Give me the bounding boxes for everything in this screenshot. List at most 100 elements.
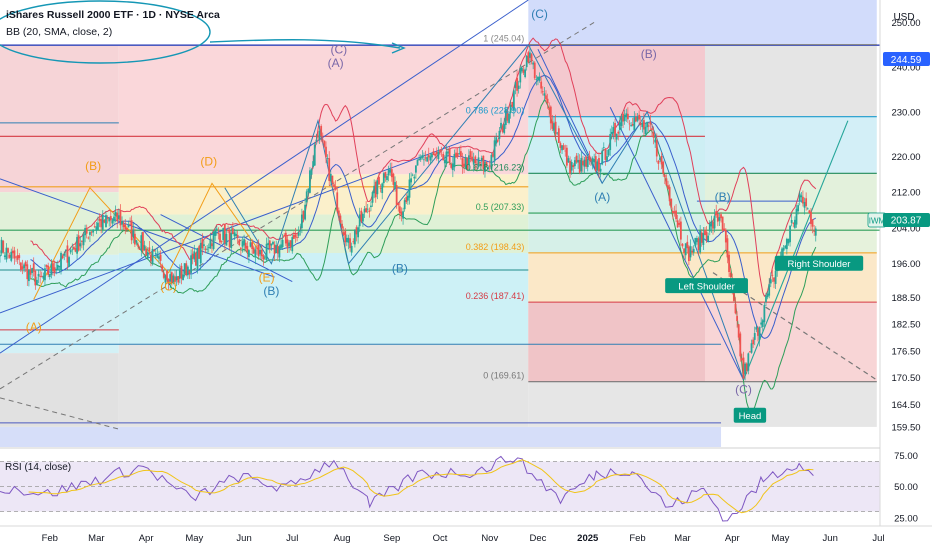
wave-label: (A) (594, 190, 610, 204)
candle-body (416, 159, 419, 166)
candle-body (15, 256, 17, 258)
candle-body (471, 156, 474, 161)
candle-body (297, 232, 300, 236)
candle-body (472, 159, 475, 165)
candle-body (675, 210, 677, 220)
candle-body (312, 161, 315, 168)
candle-body (712, 221, 714, 229)
candle-body (362, 213, 364, 222)
trend-line (0, 397, 119, 430)
zone-mid-grey (118, 344, 529, 427)
candle-body (736, 316, 738, 322)
candle-body (381, 183, 384, 194)
candle-body (557, 128, 560, 144)
candle-body (758, 327, 761, 341)
candle-body (652, 132, 655, 138)
candle-body (317, 135, 319, 138)
candle-body (684, 243, 687, 256)
candle-body (11, 250, 14, 254)
candle-body (500, 122, 502, 129)
candle-body (793, 219, 796, 228)
candle-body (386, 176, 388, 181)
candle-body (612, 127, 615, 134)
indicator-legend: BB (20, SMA, close, 2) (6, 26, 112, 38)
time-tick: Nov (481, 533, 498, 544)
candle-body (180, 265, 183, 279)
candle-body (638, 114, 641, 120)
candle-body (403, 200, 406, 210)
candle-body (313, 144, 316, 166)
candle-body (752, 339, 755, 345)
candle-body (244, 242, 247, 249)
candle-body (705, 231, 708, 241)
candle-body (795, 208, 798, 225)
candle-body (48, 274, 51, 278)
candle-body (291, 237, 294, 252)
candle-body (805, 198, 808, 206)
candle-body (395, 184, 398, 205)
arrow-annotation (209, 39, 401, 49)
candle-body (248, 250, 250, 257)
candle-body (715, 211, 718, 215)
candle-body (524, 69, 527, 77)
candle-body (647, 125, 650, 127)
candle-body (766, 293, 769, 298)
time-tick: Mar (674, 533, 690, 544)
candle-body (782, 247, 785, 251)
candle-body (811, 219, 814, 227)
candle-body (692, 248, 695, 253)
candle-body (296, 237, 298, 239)
candle-body (60, 252, 62, 270)
candle-body (593, 158, 596, 162)
candle-body (620, 117, 623, 126)
candle-body (212, 231, 215, 250)
candle-body (501, 125, 504, 133)
candle-body (355, 227, 358, 235)
candle-body (305, 191, 308, 203)
zone-left-green (0, 192, 119, 255)
candle-body (283, 235, 286, 236)
candle-body (8, 254, 11, 258)
candle-body (349, 238, 351, 249)
pattern-label: Right Shoulder (788, 259, 851, 270)
candle-body (209, 238, 212, 249)
candle-body (101, 214, 104, 230)
candle-body (5, 247, 8, 260)
pattern-label-box (774, 255, 864, 271)
candle-body (570, 161, 573, 171)
candle-body (411, 174, 414, 176)
candle-body (590, 159, 592, 162)
wave-label: (B) (641, 47, 657, 61)
candle-body (813, 230, 816, 232)
candle-body (146, 251, 149, 258)
candle-body (599, 168, 602, 172)
candle-body (275, 245, 278, 254)
candle-body (227, 229, 229, 232)
candle-body (392, 173, 395, 185)
candle-body (724, 229, 727, 243)
candle-body (64, 249, 67, 252)
candle-body (623, 114, 626, 122)
candle-body (264, 256, 266, 258)
candle-body (40, 276, 43, 277)
zone-bottom-blue (0, 426, 722, 447)
candle-body (19, 262, 22, 270)
candle-body (549, 106, 552, 124)
price-tick: 230.00 (891, 107, 920, 118)
candle-body (742, 357, 745, 379)
candle-body (56, 265, 59, 270)
time-tick: Apr (139, 533, 154, 544)
annotation-layer: 1 (245.04) 0.786 (228.90) 0.618 (216.23) 0.… (0, 0, 864, 423)
candle-body (601, 150, 604, 165)
candle-body (588, 155, 591, 161)
candle-body (106, 217, 109, 219)
price-tick: 164.50 (891, 400, 920, 411)
candle-body (374, 181, 377, 198)
candle-body (331, 175, 334, 183)
candle-body (781, 248, 783, 262)
candle-body (68, 257, 70, 267)
candle-body (598, 158, 600, 172)
candle-body (503, 124, 506, 134)
candle-body (156, 255, 159, 258)
